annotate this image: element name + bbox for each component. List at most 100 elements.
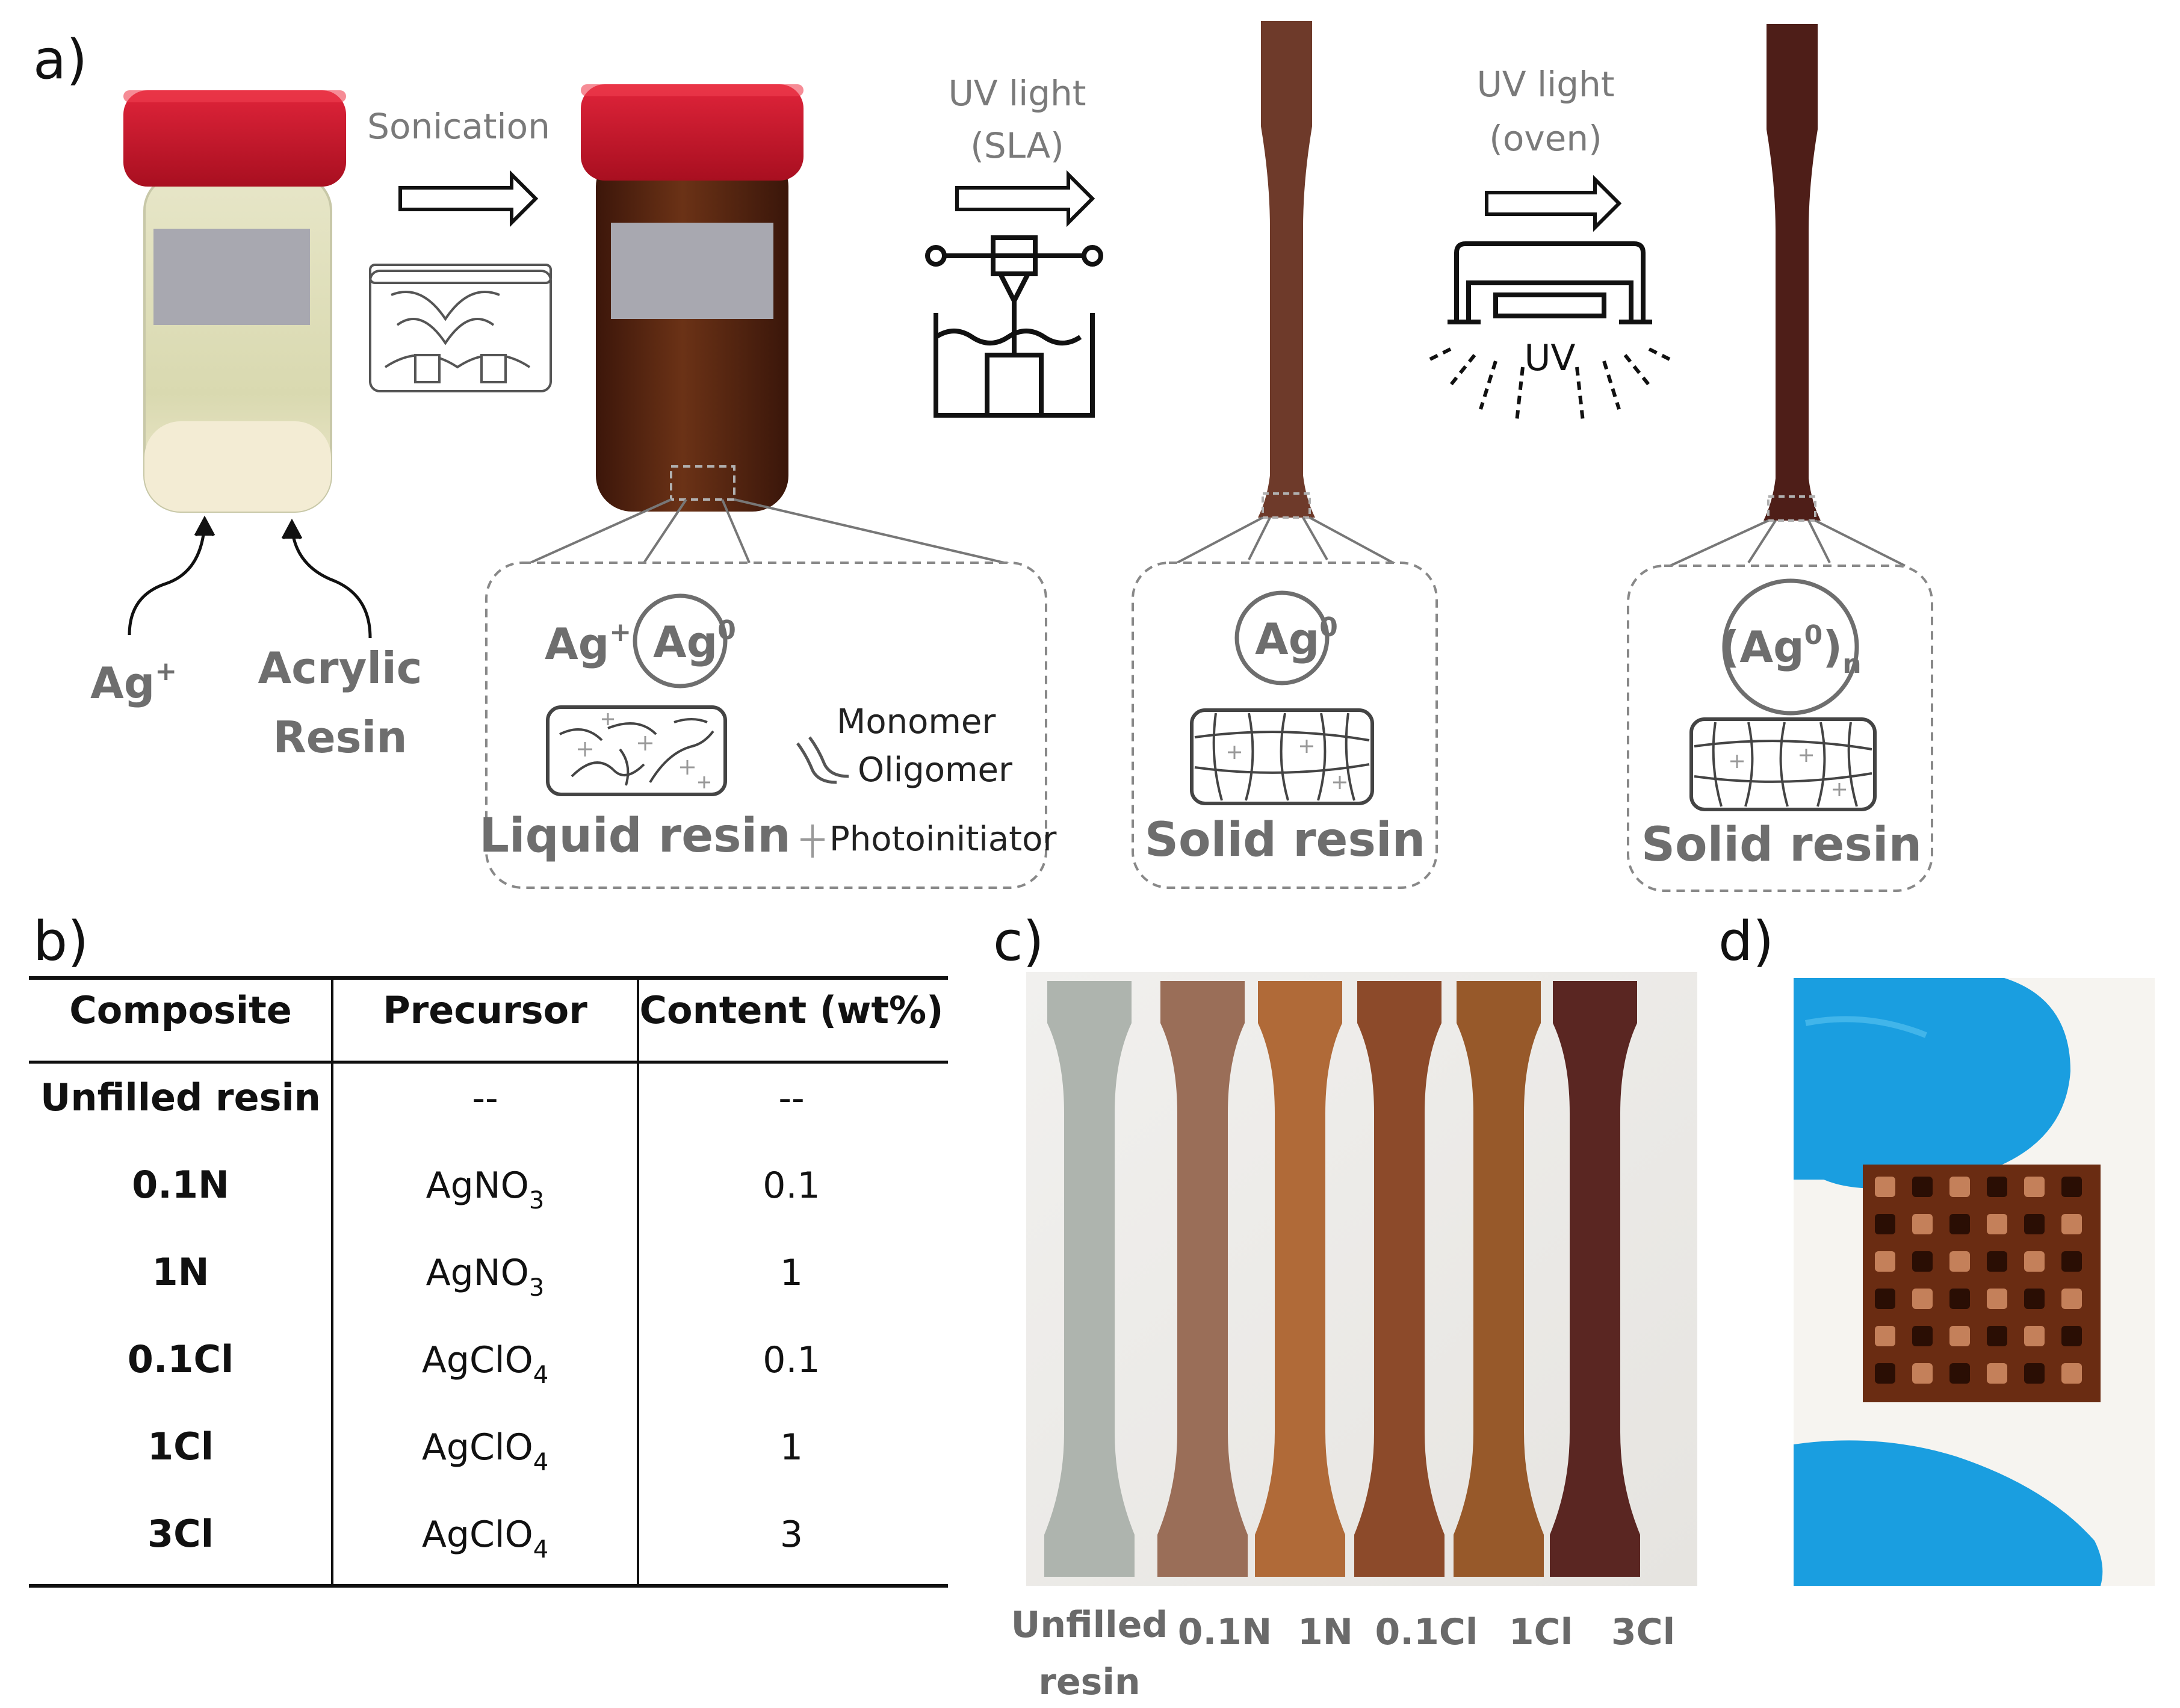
lattice-cell [1875,1251,1895,1272]
silver-particle-icon [1234,590,1330,685]
specimen-label: 1Cl [1509,1611,1573,1653]
table-cell-composite: 1Cl [147,1425,214,1468]
amber-resin-jar [581,84,804,512]
lattice-cell [1987,1177,2007,1197]
lattice-cell [1912,1214,1933,1234]
lattice-cell [1912,1251,1933,1272]
table-cell-precursor: -- [472,1077,498,1119]
crosslinked-network-icon [1190,708,1374,805]
table-cell-composite: 1N [152,1250,209,1294]
silver-ion-label: Ag+ [90,656,177,708]
table-cell-composite: 0.1N [132,1163,229,1207]
printed-bar-oven [1764,24,1821,522]
photoinitiator-icon [800,825,825,858]
specimen-bar [1157,981,1248,1577]
lattice-cell [1949,1214,1970,1234]
silver-cluster-icon [1722,578,1859,716]
specimen-bar [1454,981,1544,1577]
lattice-cell [2024,1289,2045,1309]
jar-label-patch [611,223,773,319]
lattice-cell [1875,1177,1895,1197]
acrylic-resin-label-line2: Resin [273,712,407,763]
lattice-cell [1987,1326,2007,1346]
table-cell-content: 3 [780,1514,803,1556]
clear-resin-jar [123,90,346,513]
lattice-cell [1875,1289,1895,1309]
uv-oven-label-line1: UV light [1476,64,1614,105]
lattice-cell [1875,1326,1895,1346]
uv-oven-label-line2: (oven) [1489,118,1602,159]
acrylic-resin-label-line1: Acrylic [258,643,423,693]
lattice-cell [2061,1326,2082,1346]
uv-label: UV [1525,337,1576,379]
lattice-cell [1912,1326,1933,1346]
glove-finger-top [1794,978,2070,1189]
lattice-cell [2024,1326,2045,1346]
table-cell-composite: 0.1Cl [128,1337,234,1381]
liquid-resin-inset: Ag+ Ag0 Liquid resin Monomer Oligomer [479,498,1057,889]
legend-photoinitiator: Photoinitiator [829,820,1057,859]
specimen-label: resin [1038,1661,1140,1703]
sla-printer-icon [925,235,1103,418]
lattice-cell [1987,1251,2007,1272]
lattice-cell [1949,1289,1970,1309]
inset-silver-metal: Ag0 [653,615,736,667]
lattice-cell [1949,1251,1970,1272]
table-cell-content: -- [778,1077,804,1119]
lattice-cell [2024,1363,2045,1384]
specimen-label: 1N [1298,1611,1353,1653]
lattice-holes [1875,1177,2082,1384]
lattice-cell [1875,1363,1895,1384]
specimen-bar [1255,981,1345,1577]
solid-resin-title: Solid resin [1641,818,1922,872]
table-cell-precursor: AgClO4 [422,1426,548,1476]
silver-particle-icon [633,593,728,688]
table-cell-content: 0.1 [763,1339,820,1381]
lattice-photo [1794,978,2155,1586]
table-header: Precursor [383,988,587,1032]
specimen-photo [1026,972,1697,1586]
lattice-cell [2061,1289,2082,1309]
lattice-cell [1949,1363,1970,1384]
specimen-label: 0.1N [1178,1611,1272,1653]
specimen-label: 3Cl [1611,1611,1675,1653]
lattice-cell [2061,1251,2082,1272]
table-cell-precursor: AgNO3 [426,1165,545,1214]
lattice-cube [1863,1165,2101,1402]
solid-resin-inset-sla: Ag0 Solid resin [1132,516,1438,889]
lattice-cell [2061,1214,2082,1234]
legend-oligomer: Oligomer [858,750,1013,790]
table-cell-composite: 3Cl [147,1512,214,1556]
inset-silver-ion: Ag+ [545,617,631,669]
sonication-label: Sonication [367,106,550,147]
composition-table: Composite Precursor Content (wt%) Unfill… [29,976,948,1588]
legend-monomer: Monomer [837,702,996,741]
uv-sla-label-line1: UV light [948,73,1086,114]
specimen-bar [1354,981,1445,1577]
jar-label-patch [153,229,310,325]
crosslinked-network-icon [1689,717,1877,811]
lattice-cell [1987,1363,2007,1384]
inset-silver-cluster: (Ag0)n [1720,620,1861,679]
printed-bar-sla [1258,21,1315,519]
specimen-bars [1044,981,1640,1577]
lattice-cell [2024,1251,2045,1272]
specimen-bar [1044,981,1135,1577]
uv-sla-label-line2: (SLA) [970,125,1064,166]
lattice-cell [2061,1177,2082,1197]
panel-label-d: d) [1718,910,1774,973]
lattice-cell [1987,1214,2007,1234]
panel-label-a: a) [33,28,87,91]
lattice-cell [2024,1177,2045,1197]
specimen-bar [1550,981,1640,1577]
liquid-resin-title: Liquid resin [479,809,791,863]
lattice-cell [1912,1177,1933,1197]
lattice-cell [1875,1214,1895,1234]
glove-finger-bottom [1794,1440,2103,1586]
lattice-cell [1949,1177,1970,1197]
table-cell-content: 1 [780,1252,803,1294]
right-arrow-icon [1485,175,1622,232]
right-arrow-icon [398,170,539,227]
table-cell-precursor: AgNO3 [426,1252,545,1302]
specimen-label: Unfilled [1011,1604,1168,1646]
